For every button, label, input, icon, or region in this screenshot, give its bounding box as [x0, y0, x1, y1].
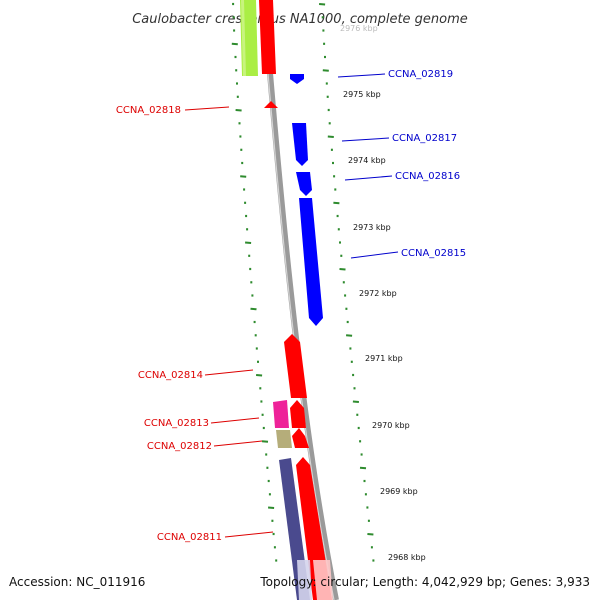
- topology-text: Topology: circular; Length: 4,042,929 bp…: [259, 575, 590, 589]
- major-tick-mark: [327, 135, 334, 138]
- gene-feature-red-mid: [290, 400, 306, 428]
- leader-ccna-02819: [337, 73, 386, 78]
- major-tick-mark: [333, 201, 340, 205]
- gene-label-ccna-02819[interactable]: CCNA_02819: [388, 69, 453, 80]
- kbp-label: 2972 kbp: [359, 289, 397, 298]
- gene-feature-lime-shade: [241, 0, 246, 76]
- gene-feature-ccna-02815: [299, 198, 323, 326]
- major-tick-mark: [319, 3, 326, 6]
- gene-feature-ccna-02819: [290, 74, 304, 84]
- leader-ccna-02813: [210, 417, 260, 424]
- leader-ccna-02814: [204, 369, 254, 376]
- minus-strand-genes: [240, 0, 333, 600]
- gene-feature-ccna-02812: [276, 430, 292, 448]
- major-tick-mark: [245, 241, 252, 244]
- gene-label-ccna-02813[interactable]: CCNA_02813: [144, 418, 209, 429]
- genome-backbone: [261, 0, 339, 600]
- minus-strand-gene-labels: CCNA_02818 CCNA_02814 CCNA_02813 CCNA_02…: [116, 105, 222, 543]
- kbp-label: 2975 kbp: [343, 90, 381, 99]
- kbp-label: 2973 kbp: [353, 223, 391, 232]
- plus-strand-gene-labels: CCNA_02819 CCNA_02817 CCNA_02816 CCNA_02…: [388, 69, 466, 259]
- kbp-label: 2976 kbp: [340, 24, 378, 33]
- major-tick-mark: [231, 42, 238, 46]
- gene-feature-ccna-02818: [264, 101, 278, 108]
- outer-tick-track: [319, 3, 375, 562]
- gene-label-ccna-02815[interactable]: CCNA_02815: [401, 248, 466, 259]
- genome-backbone-highlight: [261, 0, 335, 600]
- major-tick-mark: [256, 374, 263, 377]
- leader-ccna-02812: [213, 440, 263, 447]
- leader-ccna-02811: [224, 531, 274, 538]
- leader-ccna-02815: [350, 251, 399, 259]
- major-tick-mark: [352, 400, 359, 403]
- kbp-label: 2970 kbp: [372, 421, 410, 430]
- gene-feature-ccna-02814: [284, 334, 307, 398]
- gene-label-ccna-02814[interactable]: CCNA_02814: [138, 370, 203, 381]
- major-tick-mark: [261, 440, 269, 443]
- leader-ccna-02817: [341, 137, 390, 142]
- plus-strand-genes: [290, 74, 323, 326]
- kbp-label: 2968 kbp: [388, 553, 426, 562]
- gene-label-ccna-02811[interactable]: CCNA_02811: [157, 532, 222, 543]
- kbp-label: 2971 kbp: [365, 354, 403, 363]
- kbp-label: 2974 kbp: [348, 156, 386, 165]
- leader-ccna-02818: [184, 106, 230, 111]
- gene-feature-faded-navy: [297, 560, 312, 600]
- gene-feature-ccna-02813: [273, 400, 289, 428]
- gene-feature-red-small: [292, 428, 309, 448]
- gene-feature-ccna-02817: [292, 123, 308, 166]
- gene-label-ccna-02817[interactable]: CCNA_02817: [392, 133, 457, 144]
- gene-feature-faded-red: [313, 560, 333, 600]
- major-tick-mark: [367, 533, 374, 536]
- major-tick-mark: [250, 307, 257, 311]
- gene-label-ccna-02812[interactable]: CCNA_02812: [147, 441, 212, 452]
- major-tick-mark: [240, 175, 247, 178]
- kbp-label: 2969 kbp: [380, 487, 418, 496]
- genome-title: Caulobacter crescentus NA1000, complete …: [132, 12, 468, 27]
- leader-ccna-02816: [344, 175, 393, 181]
- major-tick-mark: [322, 69, 329, 72]
- label-leader-lines: [184, 73, 399, 538]
- gene-feature-red-top: [259, 0, 276, 74]
- gene-label-ccna-02818[interactable]: CCNA_02818: [116, 105, 181, 116]
- major-tick-mark: [339, 268, 346, 271]
- major-tick-mark: [346, 334, 353, 337]
- major-tick-mark: [359, 466, 367, 470]
- accession-text: Accession: NC_011916: [9, 575, 145, 589]
- gene-feature-ccna-02816: [296, 172, 312, 196]
- gene-label-ccna-02816[interactable]: CCNA_02816: [395, 171, 460, 182]
- major-tick-mark: [235, 109, 242, 112]
- major-tick-mark: [268, 506, 275, 509]
- inner-tick-track: [231, 2, 278, 562]
- kbp-scale-labels: 2976 kbp 2975 kbp 2974 kbp 2973 kbp 2972…: [340, 24, 426, 562]
